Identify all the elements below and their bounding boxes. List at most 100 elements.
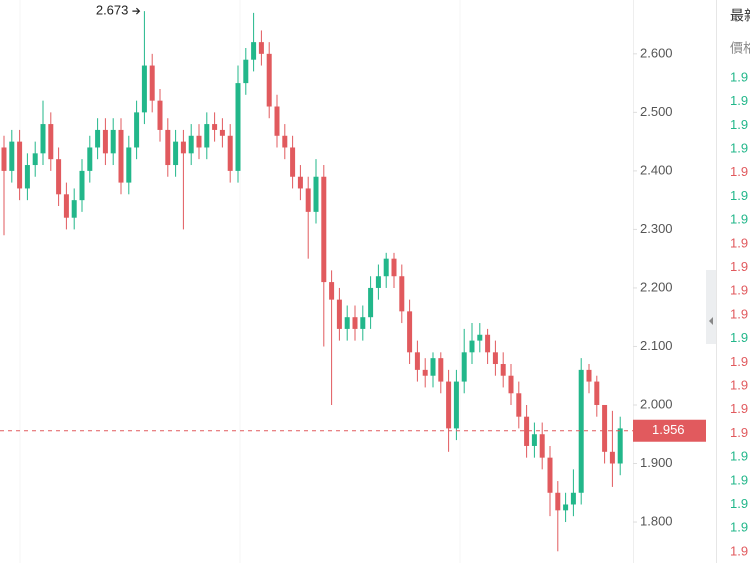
- candle-body: [469, 340, 475, 353]
- candle-body: [212, 124, 218, 130]
- candle-body: [1, 147, 7, 171]
- candle-body: [375, 276, 381, 288]
- price-cell: 1.9: [730, 425, 748, 440]
- price-cell: 1.9: [730, 330, 748, 345]
- candle-body: [586, 369, 592, 382]
- candle-body: [446, 381, 452, 429]
- candle-body: [266, 53, 272, 107]
- candle-body: [48, 124, 54, 160]
- candle-body: [516, 393, 522, 417]
- candle-body: [204, 124, 210, 148]
- candle-body: [149, 65, 155, 101]
- candle-body: [492, 352, 498, 365]
- candle-body: [79, 170, 85, 201]
- candle-body: [430, 358, 436, 376]
- y-tick-label: 1.900: [640, 455, 673, 470]
- candle-body: [329, 282, 335, 300]
- candle-body: [555, 492, 561, 511]
- candle-body: [134, 112, 140, 148]
- candle-body: [102, 129, 108, 154]
- candle-body: [9, 141, 15, 171]
- price-cell: 1.9: [730, 472, 748, 487]
- candle-body: [17, 141, 23, 189]
- price-cell: 1.9: [730, 283, 748, 298]
- candle-body: [477, 334, 483, 341]
- y-tick-label: 2.500: [640, 104, 673, 119]
- panel-column: 價格: [730, 40, 750, 55]
- candle-body: [141, 65, 147, 113]
- price-cell: 1.9: [730, 69, 748, 84]
- candle-body: [157, 100, 163, 130]
- candle-body: [63, 194, 69, 218]
- candle-body: [243, 59, 249, 84]
- candles: 2.673: [0, 3, 633, 552]
- candle-body: [609, 451, 615, 464]
- price-cell: 1.9: [730, 117, 748, 132]
- candle-body: [305, 188, 311, 212]
- max-label: 2.673: [96, 3, 129, 18]
- candle-body: [602, 404, 608, 452]
- candle-body: [297, 176, 303, 189]
- price-cell: 1.9: [730, 235, 748, 250]
- y-tick-label: 2.200: [640, 279, 673, 294]
- y-tick-label: 2.600: [640, 45, 673, 60]
- candle-body: [258, 42, 264, 54]
- price-cell: 1.9: [730, 93, 748, 108]
- candle-body: [547, 457, 553, 493]
- candle-body: [368, 287, 374, 318]
- price-cell: 1.9: [730, 496, 748, 511]
- candle-body: [274, 106, 280, 136]
- candle-body: [399, 276, 405, 312]
- candle-body: [563, 504, 569, 511]
- price-cell: 1.9: [730, 543, 748, 558]
- candle-body: [87, 147, 93, 171]
- candle-body: [219, 129, 225, 136]
- candle-body: [126, 147, 132, 183]
- price-cell: 1.9: [730, 354, 748, 369]
- price-cell: 1.9: [730, 401, 748, 416]
- max-arrow: [132, 7, 141, 15]
- candle-body: [235, 83, 241, 171]
- candle-body: [594, 381, 600, 405]
- price-cell: 1.9: [730, 259, 748, 274]
- candle-body: [524, 416, 530, 446]
- candle-body: [24, 165, 30, 189]
- price-cell: 1.9: [730, 449, 748, 464]
- candle-body: [422, 369, 428, 376]
- y-tick-label: 1.800: [640, 513, 673, 528]
- candle-body: [188, 135, 194, 154]
- candle-body: [500, 364, 506, 376]
- candle-body: [461, 352, 467, 382]
- order-rows: 1.9 1.9 1.9 1.9 1.9 1.9 1.9 1.9 1.9 1.9 1.9 1.9 1.9 1…: [730, 69, 748, 558]
- price-cell: 1.9: [730, 378, 748, 393]
- candle-body: [227, 135, 233, 171]
- candle-body: [313, 176, 319, 212]
- candle-body: [95, 129, 101, 148]
- candle-body: [352, 317, 358, 329]
- candle-body: [531, 434, 537, 446]
- price-cell: 1.9: [730, 188, 748, 203]
- y-tick-label: 2.700: [640, 0, 673, 2]
- candle-body: [508, 375, 514, 394]
- candle-body: [391, 258, 397, 277]
- candle-body: [321, 176, 327, 283]
- price-cell: 1.9: [730, 212, 748, 227]
- candle-body: [485, 334, 491, 353]
- candle-body: [570, 492, 576, 505]
- candle-body: [290, 147, 296, 177]
- price-cell: 1.9: [730, 306, 748, 321]
- price-axis: 1.800 1.900 2.000 2.100 2.200 2.300 2.400 2.500…: [633, 0, 706, 528]
- price-cell: 1.9: [730, 164, 748, 179]
- candle-body: [539, 434, 545, 458]
- candle-body: [453, 381, 459, 429]
- candle-body: [578, 369, 584, 493]
- y-tick-label: 2.000: [640, 396, 673, 411]
- candle-body: [32, 153, 38, 166]
- candle-body: [336, 299, 342, 329]
- collapse-tab[interactable]: [706, 270, 716, 344]
- candle-body: [196, 135, 202, 148]
- candle-body: [414, 352, 420, 370]
- candle-body: [360, 317, 366, 329]
